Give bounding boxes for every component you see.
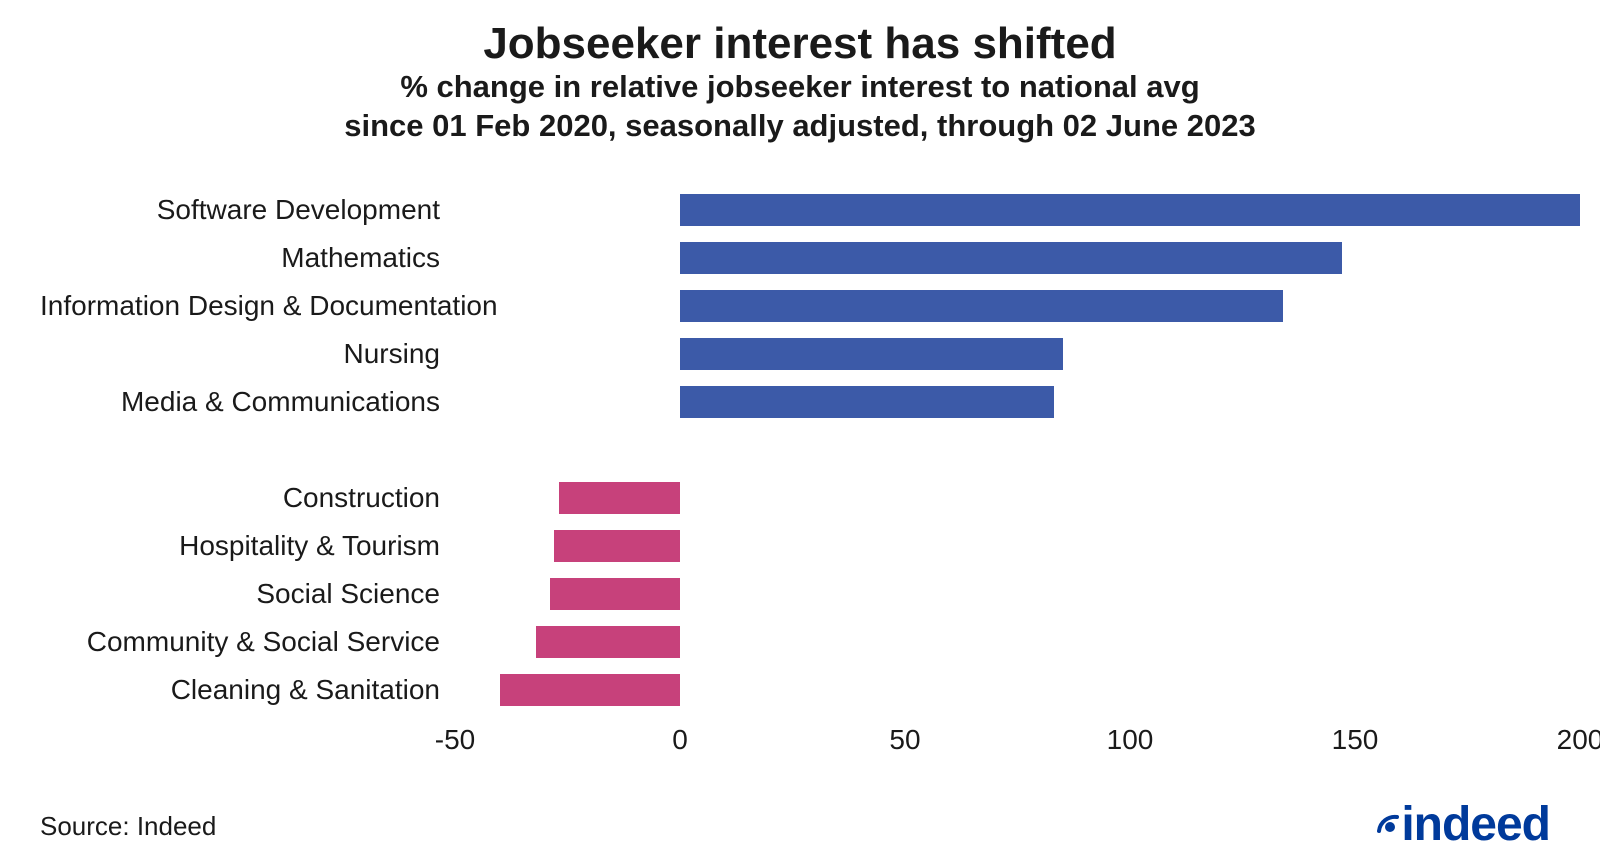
category-label: Mathematics	[40, 242, 440, 274]
bar	[559, 482, 681, 514]
indeed-logo-mark	[1377, 805, 1399, 849]
x-tick: 100	[1107, 724, 1154, 756]
bar	[680, 242, 1342, 274]
bar	[536, 626, 680, 658]
bar-row: Nursing	[40, 330, 1560, 378]
category-label: Cleaning & Sanitation	[40, 674, 440, 706]
bar	[680, 290, 1283, 322]
bar	[680, 194, 1580, 226]
category-label: Construction	[40, 482, 440, 514]
bar-row: Media & Communications	[40, 378, 1560, 426]
bar-row: Cleaning & Sanitation	[40, 666, 1560, 714]
chart-container: Jobseeker interest has shifted % change …	[0, 0, 1600, 867]
x-tick: 200	[1557, 724, 1600, 756]
category-label: Community & Social Service	[40, 626, 440, 658]
x-tick: 0	[672, 724, 688, 756]
chart-subtitle-line2: since 01 Feb 2020, seasonally adjusted, …	[40, 107, 1560, 146]
bar	[680, 386, 1054, 418]
x-tick: 50	[889, 724, 920, 756]
bar-row: Construction	[40, 474, 1560, 522]
bar-row: Community & Social Service	[40, 618, 1560, 666]
plot-area: -50050100150200 Software DevelopmentMath…	[40, 186, 1560, 766]
bar-row: Information Design & Documentation	[40, 282, 1560, 330]
bar-row: Mathematics	[40, 234, 1560, 282]
bar	[680, 338, 1063, 370]
bar	[554, 530, 680, 562]
category-label: Nursing	[40, 338, 440, 370]
indeed-logo-text: indeed	[1401, 801, 1550, 849]
x-tick: -50	[435, 724, 475, 756]
chart-title: Jobseeker interest has shifted	[40, 20, 1560, 68]
bar-row: Software Development	[40, 186, 1560, 234]
category-label: Media & Communications	[40, 386, 440, 418]
source-label: Source: Indeed	[40, 811, 216, 842]
category-label: Information Design & Documentation	[40, 290, 440, 322]
category-label: Hospitality & Tourism	[40, 530, 440, 562]
bar-row: Hospitality & Tourism	[40, 522, 1560, 570]
bar	[500, 674, 680, 706]
chart-subtitle-line1: % change in relative jobseeker interest …	[40, 68, 1560, 107]
indeed-logo: indeed	[1377, 801, 1550, 849]
category-label: Software Development	[40, 194, 440, 226]
bar	[550, 578, 681, 610]
category-label: Social Science	[40, 578, 440, 610]
x-tick: 150	[1332, 724, 1379, 756]
bar-row: Social Science	[40, 570, 1560, 618]
